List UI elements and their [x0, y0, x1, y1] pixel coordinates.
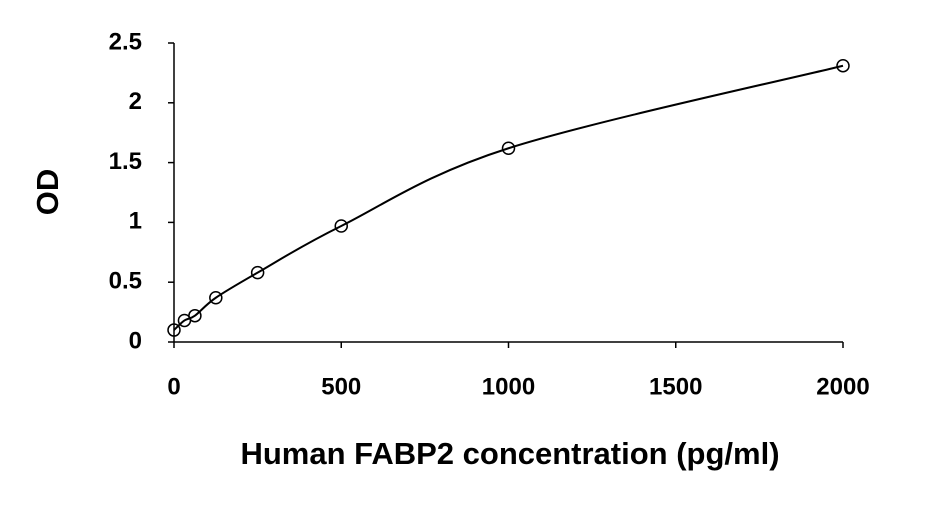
- x-tick-label: 1500: [649, 373, 702, 400]
- x-tick-label: 500: [321, 373, 361, 400]
- y-tick-label: 1: [129, 208, 142, 235]
- x-axis-title: Human FABP2 concentration (pg/ml): [240, 436, 779, 471]
- data-point: [836, 58, 850, 73]
- x-tick-label: 0: [167, 373, 180, 400]
- y-tick-label: 1.5: [109, 148, 142, 175]
- x-tick-label: 2000: [816, 373, 869, 400]
- y-axis-title: OD: [30, 169, 65, 216]
- data-point: [250, 265, 265, 280]
- data-point: [188, 308, 202, 323]
- y-tick-label: 2: [129, 88, 142, 115]
- y-tick-label: 0: [129, 327, 142, 354]
- data-point: [167, 323, 181, 337]
- fit-line: [173, 64, 844, 331]
- data-point: [334, 219, 348, 233]
- data-point: [209, 290, 223, 305]
- x-tick-label: 1000: [482, 373, 535, 400]
- y-tick-label: 0.5: [109, 268, 142, 295]
- data-point: [501, 141, 516, 155]
- y-tick-label: 2.5: [109, 28, 142, 55]
